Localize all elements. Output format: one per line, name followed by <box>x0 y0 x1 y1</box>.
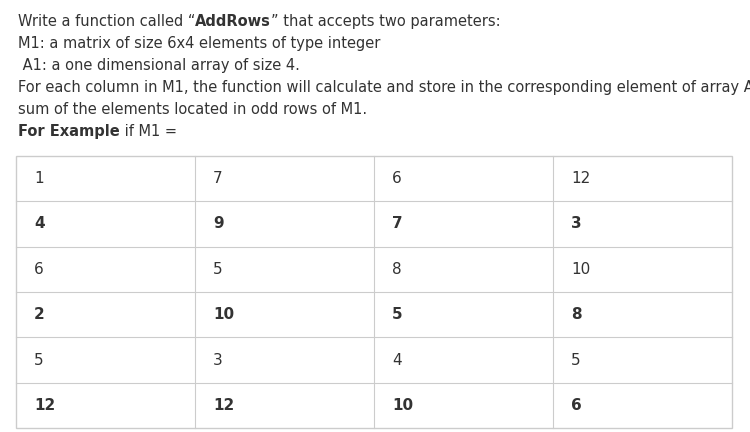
Text: 5: 5 <box>571 353 580 368</box>
Text: 1: 1 <box>34 171 44 186</box>
Text: 5: 5 <box>392 307 403 322</box>
Text: 8: 8 <box>571 307 582 322</box>
Text: A1: a one dimensional array of size 4.: A1: a one dimensional array of size 4. <box>18 58 300 73</box>
Text: AddRows: AddRows <box>195 14 272 29</box>
Text: M1: a matrix of size 6x4 elements of type integer: M1: a matrix of size 6x4 elements of typ… <box>18 36 380 51</box>
Text: 4: 4 <box>392 353 402 368</box>
Text: 10: 10 <box>571 262 590 277</box>
Text: 6: 6 <box>571 398 582 413</box>
Text: 10: 10 <box>213 307 234 322</box>
Text: sum of the elements located in odd rows of M1.: sum of the elements located in odd rows … <box>18 102 368 117</box>
Text: 7: 7 <box>392 216 403 232</box>
Text: 5: 5 <box>213 262 223 277</box>
Text: 12: 12 <box>213 398 234 413</box>
Text: For each column in M1, the function will calculate and store in the correspondin: For each column in M1, the function will… <box>18 80 750 95</box>
Text: 8: 8 <box>392 262 402 277</box>
Text: 3: 3 <box>213 353 223 368</box>
Text: 6: 6 <box>34 262 44 277</box>
Text: 12: 12 <box>571 171 590 186</box>
Text: Write a function called “: Write a function called “ <box>18 14 195 29</box>
Text: 4: 4 <box>34 216 45 232</box>
Text: ” that accepts two parameters:: ” that accepts two parameters: <box>272 14 501 29</box>
Text: 5: 5 <box>34 353 44 368</box>
Text: 10: 10 <box>392 398 413 413</box>
Text: For Example: For Example <box>18 124 120 139</box>
Text: 6: 6 <box>392 171 402 186</box>
Text: 12: 12 <box>34 398 56 413</box>
Text: 7: 7 <box>213 171 223 186</box>
Text: 9: 9 <box>213 216 223 232</box>
Text: if M1 =: if M1 = <box>120 124 177 139</box>
Bar <box>16 156 732 428</box>
Text: 2: 2 <box>34 307 45 322</box>
Text: 3: 3 <box>571 216 582 232</box>
